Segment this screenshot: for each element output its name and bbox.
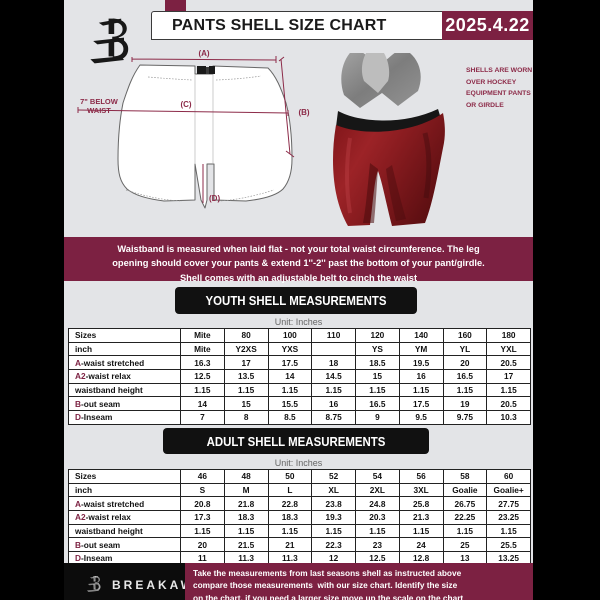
svg-text:(B): (B): [298, 108, 309, 117]
svg-text:(C): (C): [180, 100, 191, 109]
svg-text:(A): (A): [198, 49, 209, 58]
svg-text:WAIST: WAIST: [87, 106, 111, 115]
svg-text:(D): (D): [209, 194, 220, 203]
svg-text:7" BELOW: 7" BELOW: [80, 97, 119, 106]
